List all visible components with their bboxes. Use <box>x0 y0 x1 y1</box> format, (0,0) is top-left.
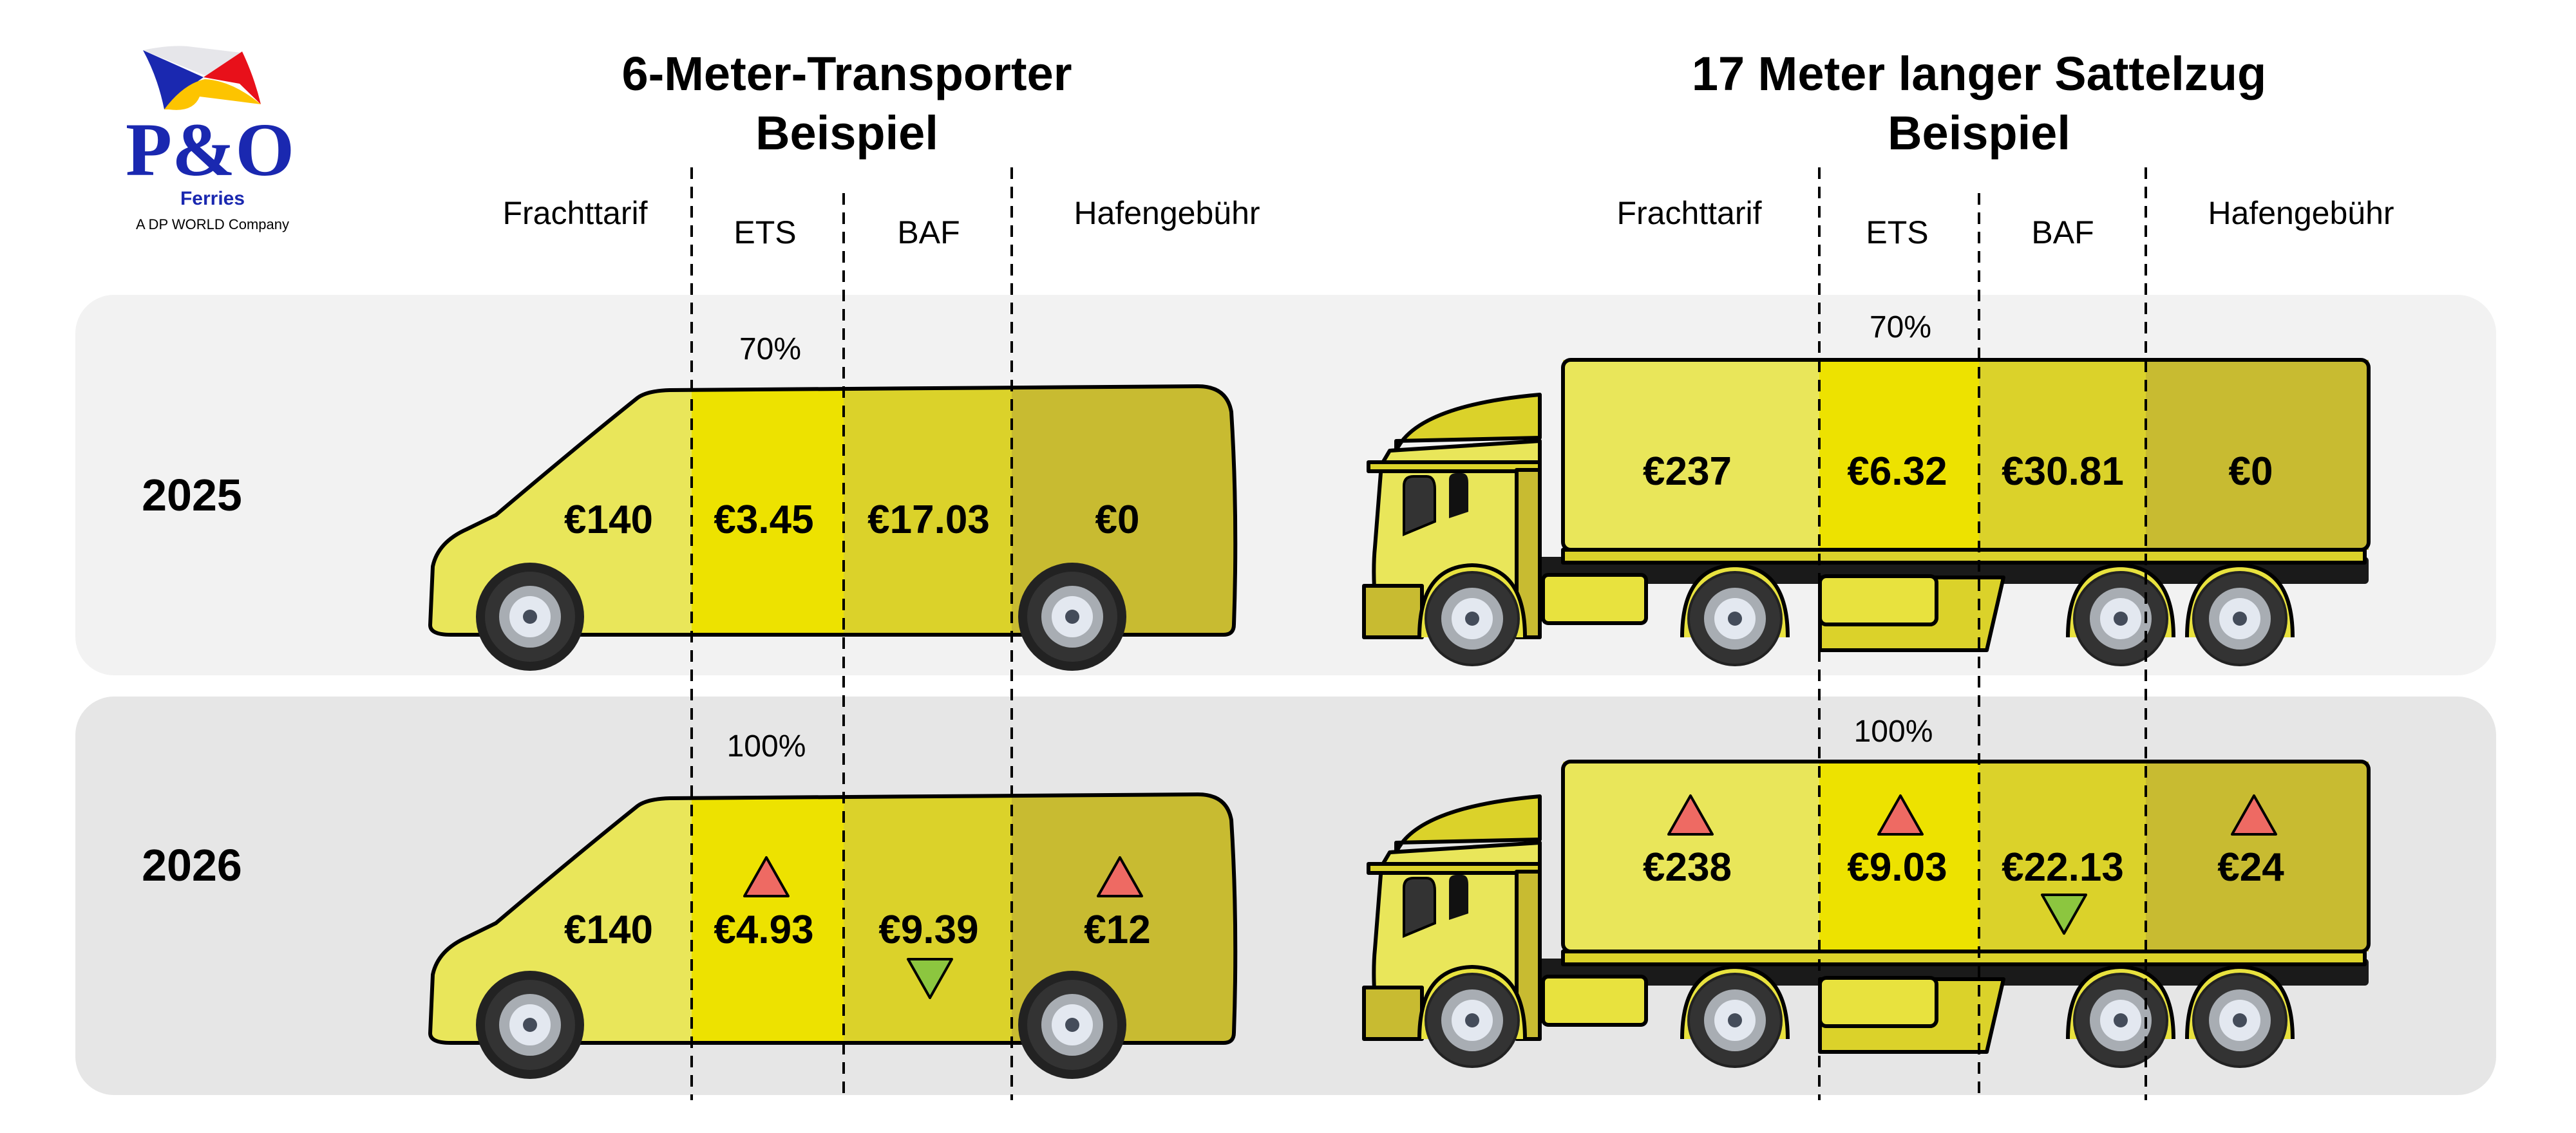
increase-arrow-icon <box>743 856 790 897</box>
cab-window <box>1403 877 1436 938</box>
van-value-hafen: €0 <box>1095 498 1140 542</box>
van-2026: €140 €4.93 €9.39 €12 <box>0 762 1288 1079</box>
truck-value-frachttarif: €238 <box>1643 845 1732 890</box>
truck-value-frachttarif: €237 <box>1643 449 1732 494</box>
truck-segment-frachttarif <box>1563 360 1819 550</box>
wheel-icon <box>2195 975 2285 1065</box>
truck-subtitle: Beispiel <box>1888 106 2070 160</box>
wheel-icon <box>1690 975 1780 1065</box>
van-col-hafen: Hafengebühr <box>1074 195 1260 231</box>
truck-ets-share-2025: 70% <box>1870 310 1931 344</box>
van-2025: €140 €3.45 €17.03 €0 <box>0 354 1288 671</box>
flag-icon <box>143 46 261 110</box>
van-value-frachttarif: €140 <box>564 908 653 952</box>
wheel-icon <box>2076 574 2166 664</box>
increase-arrow-icon <box>1667 794 1714 836</box>
wheel-icon <box>1027 572 1117 662</box>
van-col-frachttarif: Frachttarif <box>502 195 647 231</box>
van-subtitle: Beispiel <box>755 106 938 160</box>
truck-segment-frachttarif <box>1563 762 1819 951</box>
wheel-icon <box>1427 574 1517 664</box>
wheel-icon <box>2076 975 2166 1065</box>
van-segment-ets <box>692 794 844 1043</box>
cab-window <box>1403 475 1436 536</box>
van-value-baf: €9.39 <box>878 908 978 952</box>
column-dividers <box>690 167 2147 1100</box>
wheel-icon <box>1027 980 1117 1070</box>
truck-segment-ets <box>1819 762 1979 951</box>
po-ferries-logo: P&O Ferries A DP WORLD Company <box>126 46 294 232</box>
truck-2026: €238 €9.03 €22.13 €24 <box>1362 760 2371 1068</box>
truck-col-hafen: Hafengebühr <box>2208 195 2394 231</box>
trucks: €237 €6.32 €30.81 €0 €238 €9.03 €22.13 €24 <box>1362 358 2371 1068</box>
year-2026: 2026 <box>142 840 242 890</box>
wheel-icon <box>485 572 575 662</box>
truck-value-hafen: €0 <box>2229 449 2273 494</box>
wheel-icon <box>1427 975 1517 1065</box>
truck-value-hafen: €24 <box>2217 845 2284 890</box>
van-segment-baf <box>844 794 1012 1043</box>
truck-col-baf: BAF <box>2031 214 2094 250</box>
van-ets-share-2025: 70% <box>739 332 801 366</box>
truck-2025: €237 €6.32 €30.81 €0 <box>1362 358 2371 666</box>
van-ets-share-2026: 100% <box>727 729 806 763</box>
truck-title: 17 Meter langer Sattelzug <box>1692 47 2266 100</box>
truck-segment-hafen <box>2146 360 2369 550</box>
truck-ets-share-2026: 100% <box>1854 715 1933 749</box>
truck-value-ets: €9.03 <box>1847 845 1947 890</box>
van-value-hafen: €12 <box>1084 908 1150 952</box>
wheel-icon <box>1690 574 1780 664</box>
year-2025: 2025 <box>142 470 242 520</box>
vans: €140 €3.45 €17.03 €0 €140 €4.93 €9.39 €12 <box>0 354 1288 1079</box>
van-value-baf: €17.03 <box>867 498 990 542</box>
truck-col-ets: ETS <box>1866 214 1928 250</box>
van-value-ets: €3.45 <box>714 498 813 542</box>
truck-segment-hafen <box>2146 762 2369 951</box>
truck-segment-baf <box>1979 360 2146 550</box>
van-title: 6-Meter-Transporter <box>621 47 1072 100</box>
truck-col-frachttarif: Frachttarif <box>1616 195 1761 231</box>
van-col-ets: ETS <box>734 214 796 250</box>
wheel-icon <box>485 980 575 1070</box>
van-value-ets: €4.93 <box>714 908 813 952</box>
van-value-frachttarif: €140 <box>564 498 653 542</box>
logo-brand: P&O <box>126 108 294 192</box>
van-col-baf: BAF <box>897 214 960 250</box>
truck-value-ets: €6.32 <box>1847 449 1947 494</box>
increase-arrow-icon <box>1097 856 1143 897</box>
truck-segment-ets <box>1819 360 1979 550</box>
decrease-arrow-icon <box>907 958 953 999</box>
truck-value-baf: €30.81 <box>2002 449 2124 494</box>
van-segment-baf <box>844 386 1012 635</box>
van-segment-ets <box>692 386 844 635</box>
increase-arrow-icon <box>2231 794 2277 836</box>
logo-tagline: A DP WORLD Company <box>136 216 289 232</box>
decrease-arrow-icon <box>2041 894 2087 935</box>
wheel-icon <box>2195 574 2285 664</box>
logo-sub: Ferries <box>180 188 245 209</box>
truck-value-baf: €22.13 <box>2002 845 2124 890</box>
increase-arrow-icon <box>1877 794 1924 836</box>
